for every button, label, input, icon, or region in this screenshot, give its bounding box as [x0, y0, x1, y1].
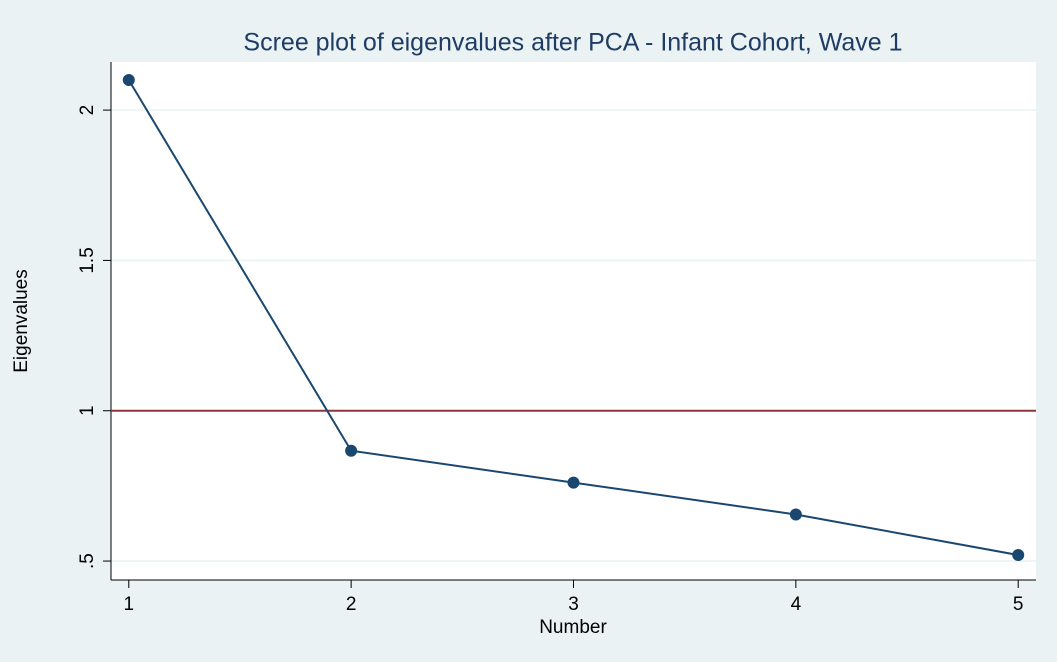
- y-tick-label: .5: [77, 553, 98, 569]
- data-point: [567, 476, 580, 489]
- y-tick-label: 1.5: [77, 247, 98, 273]
- x-tick-label: 3: [568, 594, 579, 615]
- y-axis-label: Eigenvalues: [11, 269, 32, 373]
- x-tick-label: 1: [123, 594, 134, 615]
- y-tick-label: 1: [77, 405, 98, 416]
- x-tick-label: 2: [346, 594, 357, 615]
- x-tick-label: 4: [791, 594, 802, 615]
- y-tick-label: 2: [77, 105, 98, 116]
- x-tick-label: 5: [1013, 594, 1024, 615]
- data-point: [345, 444, 358, 457]
- chart-title: Scree plot of eigenvalues after PCA - In…: [243, 29, 902, 57]
- x-axis-label: Number: [539, 617, 607, 638]
- plot-area: [111, 62, 1036, 580]
- data-point: [1012, 549, 1025, 562]
- data-point: [122, 74, 135, 87]
- data-point: [789, 508, 802, 521]
